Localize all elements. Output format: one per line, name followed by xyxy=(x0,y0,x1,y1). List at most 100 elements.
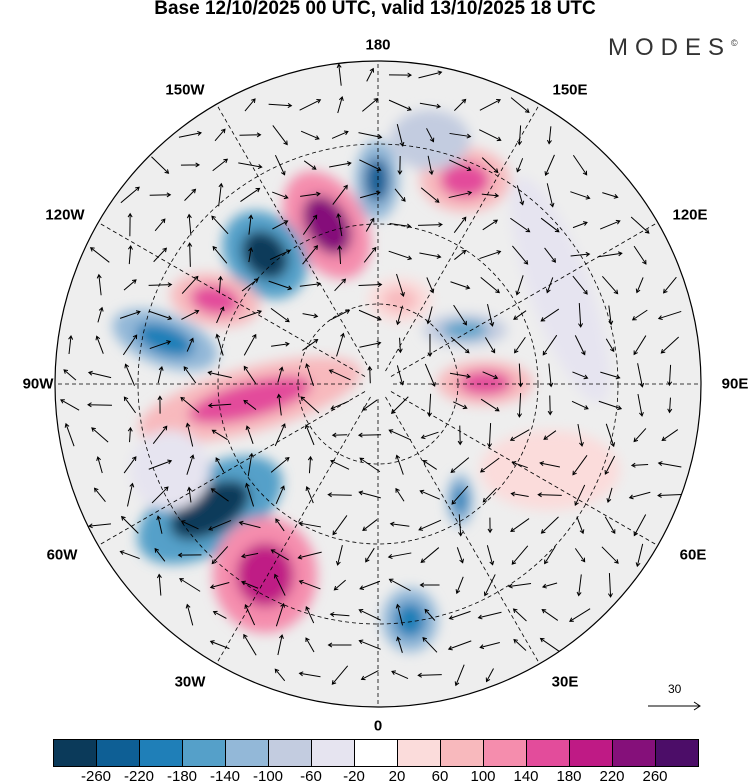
wind-arrow-icon xyxy=(576,516,585,535)
wind-arrow-icon xyxy=(93,487,106,503)
wind-arrow-icon xyxy=(216,306,225,324)
wind-arrow-icon xyxy=(512,608,527,622)
wind-arrow-icon xyxy=(305,637,315,653)
wind-arrow-icon xyxy=(422,636,438,653)
wind-arrow-icon xyxy=(272,125,288,146)
wind-arrow-icon xyxy=(426,277,435,294)
wind-arrow-icon xyxy=(302,313,319,319)
wind-arrow-icon xyxy=(578,303,584,328)
wind-arrow-icon xyxy=(119,550,140,560)
colorbar-swatch xyxy=(355,740,398,766)
reference-arrow-icon xyxy=(648,701,701,711)
colorbar-tick-label: -180 xyxy=(166,768,198,783)
meridian-line xyxy=(212,396,371,670)
wind-arrow-icon xyxy=(511,545,529,565)
wind-arrow-icon xyxy=(120,186,140,204)
wind-arrow-icon xyxy=(241,278,259,292)
wind-arrow-icon xyxy=(327,492,352,498)
wind-arrow-icon xyxy=(240,552,259,559)
wind-arrow-icon xyxy=(217,275,223,294)
wind-arrow-icon xyxy=(329,611,350,617)
wind-arrow-icon xyxy=(486,545,495,566)
anomaly-contour xyxy=(441,321,489,339)
anomaly-field xyxy=(112,110,620,652)
wind-arrow-icon xyxy=(484,337,496,354)
wind-arrow-icon xyxy=(479,129,502,142)
wind-arrow-icon xyxy=(513,638,527,651)
wind-arrow-icon xyxy=(487,517,493,534)
wind-arrow-icon xyxy=(547,395,553,416)
wind-arrow-icon xyxy=(418,519,442,531)
wind-arrow-icon xyxy=(453,401,468,410)
colorbar-tick-label: 180 xyxy=(556,768,582,783)
wind-arrow-icon xyxy=(302,338,319,351)
wind-arrow-icon xyxy=(123,456,137,474)
wind-arrow-icon xyxy=(211,215,229,235)
wind-arrow-icon xyxy=(546,126,552,145)
wind-arrow-icon xyxy=(336,212,343,237)
colorbar-tick-label: -260 xyxy=(80,768,112,783)
wind-arrow-icon xyxy=(358,132,383,140)
wind-arrow-icon xyxy=(451,485,469,505)
wind-arrow-icon xyxy=(449,159,472,171)
wind-arrow-icon xyxy=(453,216,467,234)
wind-vectors xyxy=(60,63,682,687)
wind-arrow-icon xyxy=(208,519,232,531)
wind-arrow-icon xyxy=(212,158,229,172)
wind-arrow-icon xyxy=(637,393,644,417)
wind-arrow-icon xyxy=(663,276,677,294)
wind-arrow-icon xyxy=(277,366,284,383)
wind-arrow-icon xyxy=(419,252,442,259)
wind-arrow-icon xyxy=(397,156,403,175)
wind-arrow-icon xyxy=(480,276,501,294)
wind-arrow-icon xyxy=(300,396,320,414)
wind-arrow-icon xyxy=(271,341,290,347)
wind-arrow-icon xyxy=(453,304,467,326)
wind-arrow-icon xyxy=(152,425,168,445)
wind-arrow-icon xyxy=(305,486,314,504)
wind-arrow-icon xyxy=(272,191,289,200)
wind-arrow-icon xyxy=(181,275,199,294)
meridian-line xyxy=(390,218,664,377)
wind-arrow-icon xyxy=(515,275,524,296)
wind-arrow-icon xyxy=(545,277,554,294)
wind-arrow-icon xyxy=(87,370,112,379)
wind-arrow-icon xyxy=(270,307,290,323)
wind-arrow-icon xyxy=(156,573,162,596)
wind-arrow-icon xyxy=(302,245,319,265)
wind-arrow-icon xyxy=(298,521,321,528)
wind-arrow-icon xyxy=(269,249,291,261)
wind-arrow-icon xyxy=(272,220,289,230)
wind-arrow-icon xyxy=(537,492,562,498)
wind-arrow-icon xyxy=(209,640,230,650)
wind-arrow-icon xyxy=(247,452,254,477)
wind-arrow-icon xyxy=(510,518,530,532)
wind-arrow-icon xyxy=(420,431,439,440)
wind-arrow-icon xyxy=(395,603,404,626)
wind-arrow-icon xyxy=(396,123,405,147)
lon-label-60e: 60E xyxy=(679,546,707,564)
colorbar-swatch xyxy=(226,740,269,766)
wind-arrow-icon xyxy=(303,160,317,170)
wind-arrow-icon xyxy=(667,397,673,414)
wind-arrow-icon xyxy=(245,425,254,445)
colorbar-swatch xyxy=(656,740,698,766)
anomaly-contour xyxy=(302,195,352,255)
wind-arrow-icon xyxy=(185,422,194,447)
lon-label-0: 0 xyxy=(373,717,383,735)
wind-arrow-icon xyxy=(243,399,257,410)
wind-arrow-icon xyxy=(358,639,381,650)
lon-label-30w: 30W xyxy=(174,673,206,691)
wind-arrow-icon xyxy=(336,63,342,86)
reference-vector-label: 30 xyxy=(668,682,682,696)
wind-arrow-icon xyxy=(388,578,411,592)
lon-label-90w: 90W xyxy=(22,375,54,393)
wind-arrow-icon xyxy=(572,275,588,295)
wind-arrow-icon xyxy=(477,611,502,620)
wind-arrow-icon xyxy=(243,633,257,656)
wind-arrow-icon xyxy=(97,306,104,323)
wind-arrow-icon xyxy=(300,191,321,197)
wind-arrow-icon xyxy=(210,488,229,502)
wind-arrow-icon xyxy=(396,636,403,653)
